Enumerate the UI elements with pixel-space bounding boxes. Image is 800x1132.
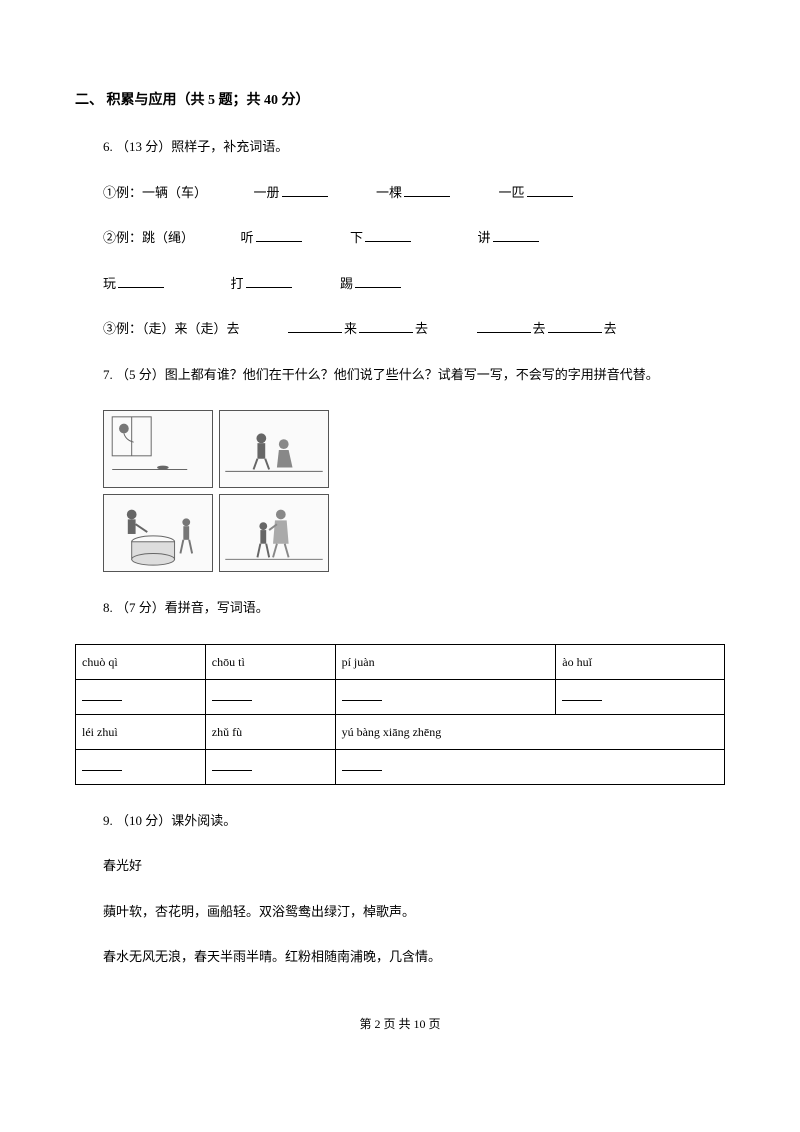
q6-l1d: 一匹	[499, 185, 525, 200]
q7-images	[103, 410, 725, 572]
q7-img-4	[219, 494, 329, 572]
section-title: 二、 积累与应用（共 5 题；共 40 分）	[75, 90, 725, 111]
question-9: 9. （10 分）课外阅读。 春光好 蘋叶软，杏花明，画船轻。双浴鸳鸯出绿汀，棹…	[75, 811, 725, 967]
blank	[282, 183, 328, 197]
q9-line1: 蘋叶软，杏花明，画船轻。双浴鸳鸯出绿汀，棹歌声。	[103, 902, 725, 922]
blank	[359, 319, 413, 333]
q8-table: chuò qì chōu tì pí juàn ào huǐ léi zhuì …	[75, 644, 725, 785]
blank	[256, 228, 302, 242]
q8-r2c4	[556, 679, 725, 714]
q8-r3c2: zhǔ fù	[205, 714, 335, 749]
blank	[477, 319, 531, 333]
q8-r1c1: chuò qì	[76, 644, 206, 679]
q6-l4e: 去	[604, 321, 617, 336]
q6-l4d: 去	[533, 321, 546, 336]
q9-header: 9. （10 分）课外阅读。	[103, 811, 725, 831]
q6-l4b: 来	[344, 321, 357, 336]
q8-r4c2	[205, 749, 335, 784]
q6-l2c: 下	[350, 230, 363, 245]
q6-l4c: 去	[415, 321, 428, 336]
q7-img-3	[103, 494, 213, 572]
q6-l3a: 玩	[103, 276, 116, 291]
q6-l4a: ③例：（走）来（走）去	[103, 321, 240, 336]
q8-r1c4: ào huǐ	[556, 644, 725, 679]
q7-img-1	[103, 410, 213, 488]
q9-line2: 春水无风无浪，春天半雨半晴。红粉相随南浦晚，几含情。	[103, 947, 725, 967]
question-8: 8. （7 分）看拼音，写词语。	[75, 598, 725, 618]
q6-l2d: 讲	[478, 230, 491, 245]
q8-r4c3	[335, 749, 724, 784]
page-footer: 第 2 页 共 10 页	[75, 1015, 725, 1033]
q6-line1: ①例：一辆（车） 一册 一棵 一匹	[103, 183, 725, 203]
blank	[118, 274, 164, 288]
q6-l1c: 一棵	[376, 185, 402, 200]
q6-l3c: 踢	[340, 276, 353, 291]
q8-r2c2	[205, 679, 335, 714]
q8-header: 8. （7 分）看拼音，写词语。	[103, 598, 725, 618]
q8-r1c3: pí juàn	[335, 644, 556, 679]
blank	[246, 274, 292, 288]
q6-l3b: 打	[231, 276, 244, 291]
blank	[355, 274, 401, 288]
q8-r3c1: léi zhuì	[76, 714, 206, 749]
q9-title: 春光好	[103, 856, 725, 876]
blank	[404, 183, 450, 197]
q8-r3c3: yú bàng xiāng zhēng	[335, 714, 724, 749]
q8-r1c2: chōu tì	[205, 644, 335, 679]
q6-line3: 玩 打 踢	[103, 274, 725, 294]
blank	[527, 183, 573, 197]
q8-r2c3	[335, 679, 556, 714]
blank	[365, 228, 411, 242]
q8-r4c1	[76, 749, 206, 784]
q7-header: 7. （5 分）图上都有谁？他们在干什么？他们说了些什么？试着写一写，不会写的字…	[103, 365, 725, 385]
blank	[288, 319, 342, 333]
q6-l1b: 一册	[254, 185, 280, 200]
blank	[548, 319, 602, 333]
question-7: 7. （5 分）图上都有谁？他们在干什么？他们说了些什么？试着写一写，不会写的字…	[75, 365, 725, 573]
q6-header: 6. （13 分）照样子，补充词语。	[103, 137, 725, 157]
q6-line4: ③例：（走）来（走）去 来 去 去 去	[103, 319, 725, 339]
q6-l2a: ②例：跳（绳）	[103, 230, 194, 245]
q6-l1a: ①例：一辆（车）	[103, 185, 207, 200]
q8-r2c1	[76, 679, 206, 714]
q6-line2: ②例：跳（绳） 听 下 讲	[103, 228, 725, 248]
q6-l2b: 听	[241, 230, 254, 245]
blank	[493, 228, 539, 242]
question-6: 6. （13 分）照样子，补充词语。 ①例：一辆（车） 一册 一棵 一匹 ②例：…	[75, 137, 725, 339]
q7-img-2	[219, 410, 329, 488]
